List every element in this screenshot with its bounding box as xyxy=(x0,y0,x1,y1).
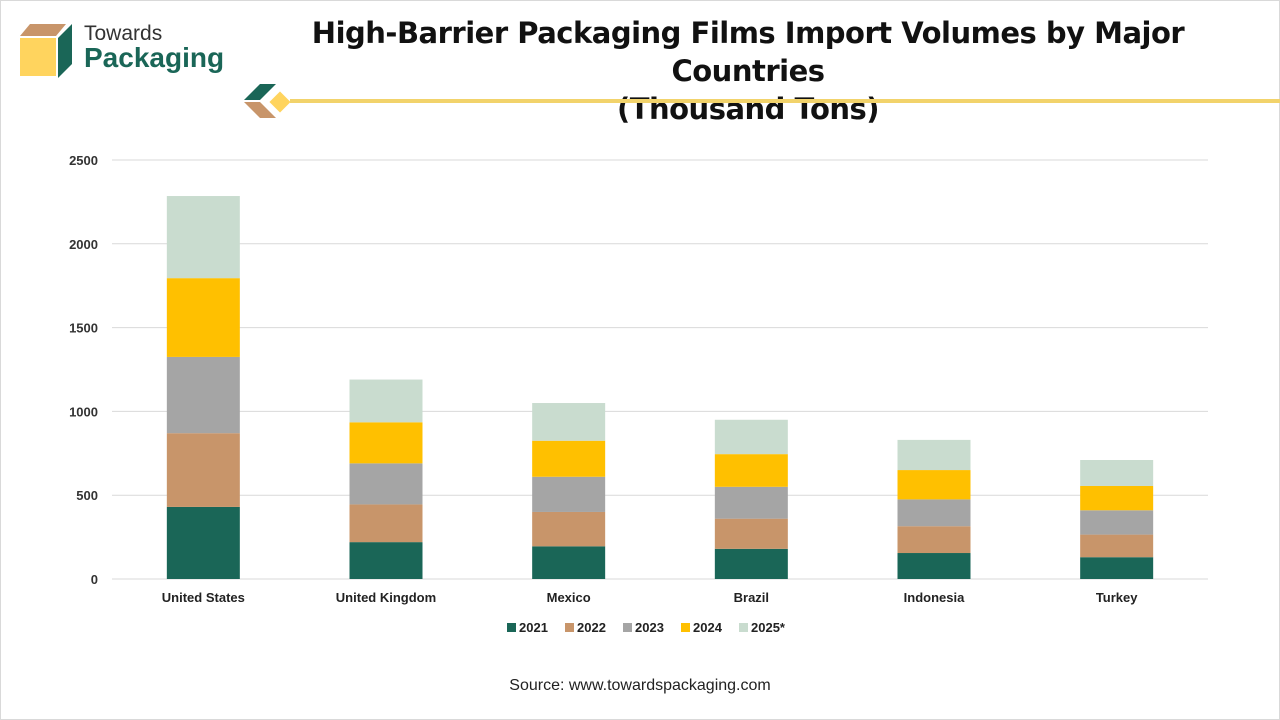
bar-segment-2024 xyxy=(349,422,423,464)
bar-segment-2024 xyxy=(532,440,606,477)
x-tick-label: United States xyxy=(162,590,245,605)
y-tick-label: 0 xyxy=(91,572,98,587)
chart-title: High-Barrier Packaging Films Import Volu… xyxy=(250,14,1246,128)
y-tick-label: 1500 xyxy=(69,321,98,336)
bar-segment-2025 xyxy=(714,419,788,455)
y-tick-label: 1000 xyxy=(69,404,98,419)
bar-segment-2021 xyxy=(714,548,788,579)
bar-segment-2025 xyxy=(532,403,606,441)
brand-line1: Towards xyxy=(84,22,163,45)
bar-segment-2024 xyxy=(714,454,788,487)
x-tick-label: Mexico xyxy=(547,590,591,605)
x-tick-label: Turkey xyxy=(1096,590,1138,605)
legend-swatch xyxy=(739,623,748,632)
bar-segment-2021 xyxy=(897,553,971,579)
x-tick-label: Indonesia xyxy=(904,590,965,605)
bar-segment-2023 xyxy=(1080,510,1154,535)
bar-segment-2023 xyxy=(532,476,606,512)
title-line-2: (Thousand Tons) xyxy=(616,92,880,126)
bar-segment-2024 xyxy=(897,470,971,500)
y-tick-label: 2500 xyxy=(69,153,98,168)
y-tick-label: 500 xyxy=(76,488,98,503)
legend-label: 2023 xyxy=(635,620,664,635)
bar-segment-2021 xyxy=(166,506,240,579)
bar-segment-2025 xyxy=(1080,460,1154,486)
bar-segment-2021 xyxy=(1080,557,1154,579)
bar-segment-2022 xyxy=(166,433,240,507)
legend-label: 2024 xyxy=(693,620,723,635)
legend-swatch xyxy=(623,623,632,632)
bar-segment-2023 xyxy=(714,486,788,519)
y-tick-label: 2000 xyxy=(69,237,98,252)
bar-segment-2023 xyxy=(349,463,423,505)
bar-segment-2021 xyxy=(532,546,606,579)
legend-label: 2022 xyxy=(577,620,606,635)
bar-segment-2025 xyxy=(897,439,971,471)
bar-segment-2022 xyxy=(714,518,788,549)
legend-swatch xyxy=(507,623,516,632)
legend-swatch xyxy=(565,623,574,632)
title-line-1: High-Barrier Packaging Films Import Volu… xyxy=(311,16,1185,88)
bar-segment-2022 xyxy=(532,511,606,547)
bar-segment-2025 xyxy=(349,379,423,423)
bar-segment-2022 xyxy=(897,526,971,554)
bar-segment-2025 xyxy=(166,196,240,279)
x-tick-label: United Kingdom xyxy=(336,590,436,605)
box-logo-icon xyxy=(20,24,72,78)
title-decoration-icon xyxy=(244,84,294,118)
bar-segment-2022 xyxy=(349,504,423,543)
legend-label: 2025* xyxy=(751,620,786,635)
source-note: Source: www.towardspackaging.com xyxy=(509,677,771,694)
bar-segment-2022 xyxy=(1080,534,1154,558)
title-divider xyxy=(290,99,1280,103)
bar-segment-2023 xyxy=(166,356,240,434)
bar-segment-2023 xyxy=(897,499,971,527)
brand-line2: Packaging xyxy=(84,42,225,73)
bar-segment-2024 xyxy=(166,278,240,357)
bar-segment-2024 xyxy=(1080,485,1154,511)
legend-swatch xyxy=(681,623,690,632)
x-tick-label: Brazil xyxy=(734,590,769,605)
legend-label: 2021 xyxy=(519,620,548,635)
bar-segment-2021 xyxy=(349,542,423,579)
brand-logo: Towards Packaging xyxy=(16,20,236,82)
